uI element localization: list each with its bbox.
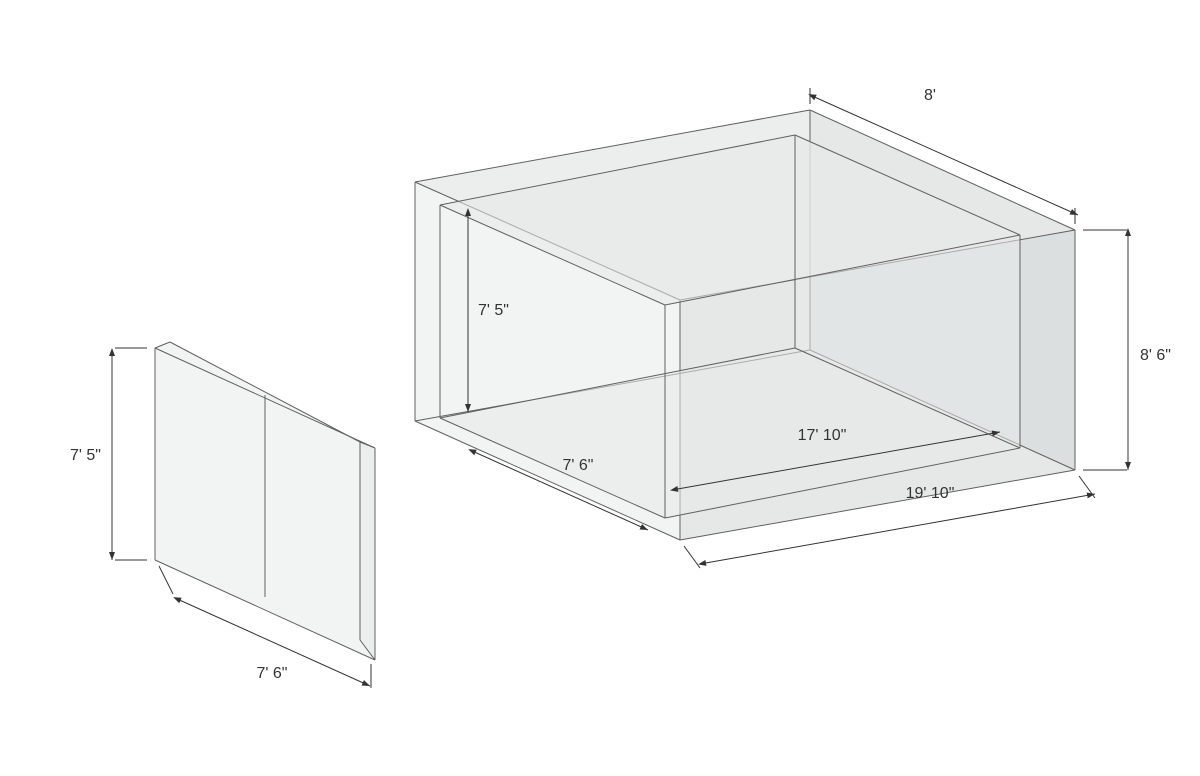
svg-text:8' 6": 8' 6" — [1140, 347, 1171, 364]
svg-text:17' 10": 17' 10" — [798, 427, 847, 444]
svg-text:7' 5": 7' 5" — [70, 447, 101, 464]
svg-text:19' 10": 19' 10" — [906, 485, 955, 502]
svg-text:7' 6": 7' 6" — [563, 457, 594, 474]
svg-text:8': 8' — [924, 87, 936, 104]
svg-text:7' 6": 7' 6" — [257, 665, 288, 682]
svg-text:7' 5": 7' 5" — [478, 302, 509, 319]
